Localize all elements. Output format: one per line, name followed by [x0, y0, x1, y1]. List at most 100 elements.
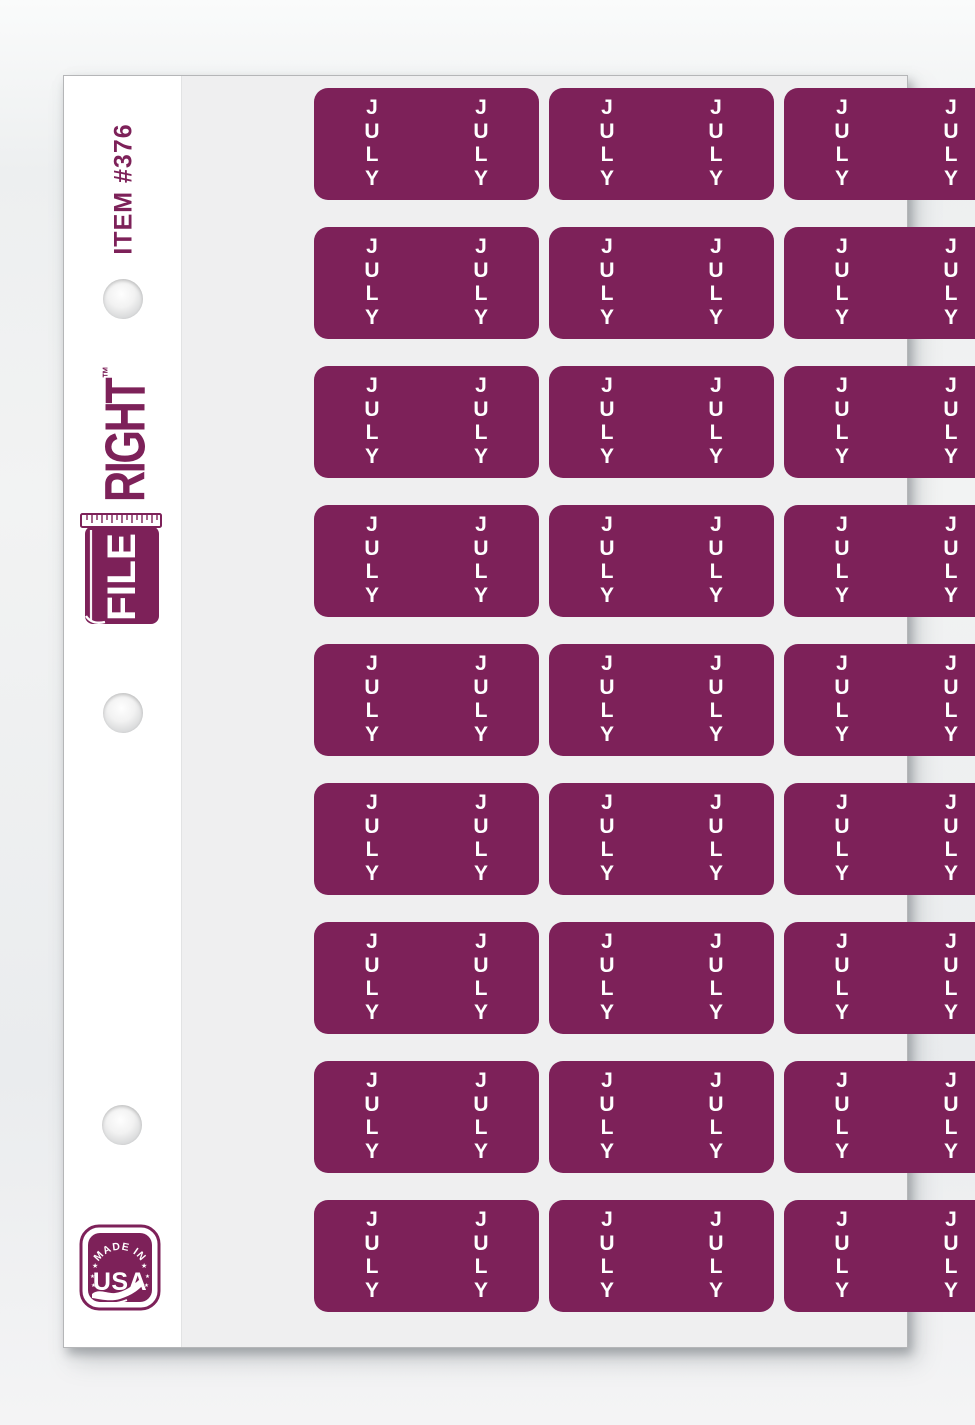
label-letter: J: [710, 96, 722, 119]
label-letter: Y: [834, 1278, 849, 1302]
ruler-ticks: [86, 515, 158, 523]
label-letter: J: [710, 1208, 722, 1231]
label-sheet: ITEM #376 RIGHT™ FILE MADE IN ★ ★ ★ ★ ★ …: [63, 75, 975, 1348]
label-letter: U: [473, 258, 489, 282]
label-letter: J: [945, 791, 957, 814]
label-letter: J: [710, 374, 722, 397]
trademark-symbol: ™: [100, 366, 118, 378]
label-letter: U: [599, 953, 615, 977]
label-letter: J: [475, 374, 487, 397]
label-letter: L: [835, 143, 849, 166]
label-letter: J: [945, 96, 957, 119]
label-letter: U: [708, 536, 724, 560]
label-letter: L: [474, 421, 488, 444]
label-letter: Y: [708, 1000, 723, 1024]
label-letter: U: [364, 258, 380, 282]
label-letter: J: [475, 791, 487, 814]
label-letter: U: [599, 258, 615, 282]
book-page-curl: [85, 615, 106, 624]
label-letter: Y: [708, 583, 723, 607]
label-letter: U: [708, 814, 724, 838]
label-letter: Y: [364, 444, 379, 468]
label-letter: L: [474, 838, 488, 861]
item-number-text: ITEM #376: [109, 123, 138, 255]
label-letter: J: [475, 930, 487, 953]
label-letter: Y: [364, 583, 379, 607]
label-letter: Y: [364, 1278, 379, 1302]
label-letter: U: [943, 1092, 959, 1116]
label-letter: U: [943, 814, 959, 838]
label-letter: U: [364, 1092, 380, 1116]
file-logo-box: FILE: [80, 513, 162, 624]
label-letter: J: [475, 652, 487, 675]
label-letter: Y: [599, 444, 614, 468]
label-letter: J: [710, 513, 722, 536]
star-icon: ★: [90, 1273, 95, 1280]
badge-wave-line: [94, 1299, 128, 1305]
label-letter: J: [601, 791, 613, 814]
label-letter: Y: [708, 1139, 723, 1163]
label-letter: J: [836, 235, 848, 258]
star-icon: ★: [92, 1262, 98, 1270]
label-letter: Y: [364, 1139, 379, 1163]
label-letter: U: [473, 1231, 489, 1255]
label-letter: Y: [599, 1139, 614, 1163]
label-letter: Y: [473, 444, 488, 468]
label-letter: U: [599, 119, 615, 143]
label-letter: J: [366, 513, 378, 536]
label-letter: L: [944, 838, 958, 861]
label-letter: L: [600, 838, 614, 861]
label-letter: J: [366, 374, 378, 397]
label-letter: L: [835, 560, 849, 583]
label-letter: Y: [708, 1278, 723, 1302]
label-letter: L: [944, 699, 958, 722]
label-letter: U: [943, 953, 959, 977]
label-letter: U: [943, 1231, 959, 1255]
label-letter: U: [708, 675, 724, 699]
label-letter: U: [473, 814, 489, 838]
label-letter: L: [474, 977, 488, 1000]
label-letter: L: [600, 143, 614, 166]
star-icon: ★: [141, 1262, 147, 1270]
label-letter: L: [709, 1255, 723, 1278]
label-letter: Y: [834, 166, 849, 190]
label-letter: Y: [364, 861, 379, 885]
label-letter: Y: [473, 722, 488, 746]
label-letter: U: [473, 536, 489, 560]
label-letter: J: [710, 930, 722, 953]
punch-hole-bottom: [102, 1105, 142, 1145]
label-letter: U: [364, 536, 380, 560]
label-letter: J: [710, 652, 722, 675]
label-letter: J: [945, 235, 957, 258]
label-letter: Y: [473, 1000, 488, 1024]
label-letter: L: [365, 560, 379, 583]
label-letter: J: [475, 1069, 487, 1092]
label-letter: L: [944, 977, 958, 1000]
label-letter: L: [835, 1255, 849, 1278]
label-letter: J: [836, 652, 848, 675]
label-letter: J: [601, 1069, 613, 1092]
